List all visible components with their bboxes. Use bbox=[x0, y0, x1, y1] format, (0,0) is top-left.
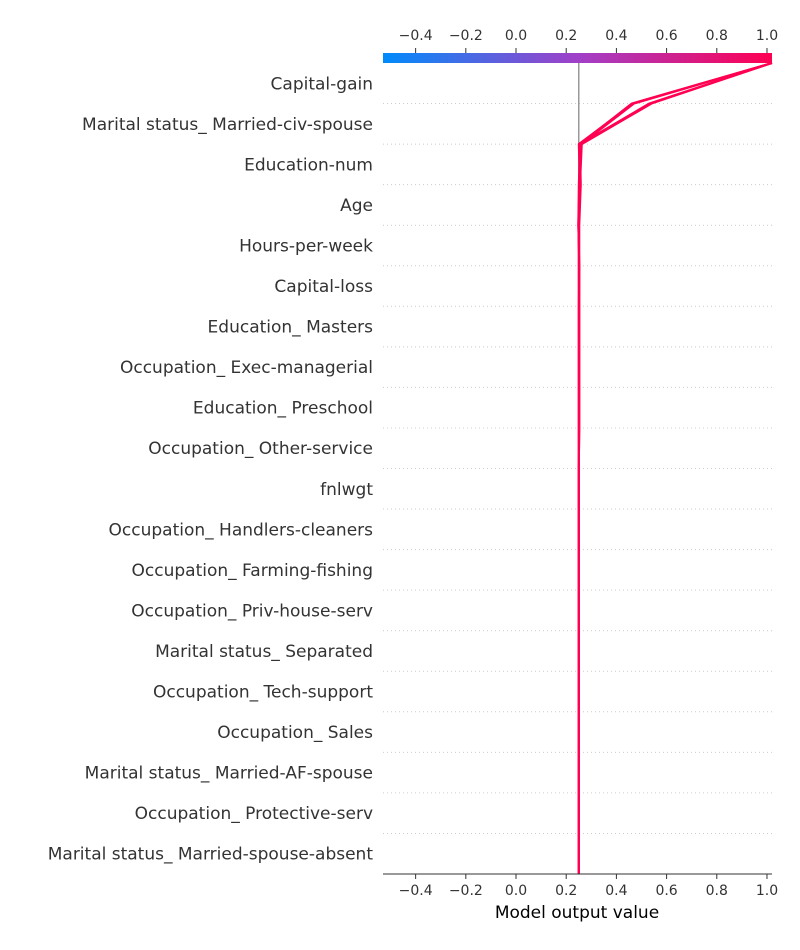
bottom-tick-label: 0.4 bbox=[605, 883, 627, 899]
x-axis-label: Model output value bbox=[495, 903, 659, 923]
colorbar bbox=[383, 53, 772, 63]
top-tick-label: 0.6 bbox=[655, 28, 677, 44]
top-tick-label: 0.0 bbox=[505, 28, 527, 44]
feature-label: Occupation_ Exec-managerial bbox=[120, 358, 373, 378]
feature-label: Capital-gain bbox=[271, 74, 373, 94]
top-tick-label: −0.4 bbox=[399, 28, 433, 44]
decision-lines bbox=[577, 62, 773, 874]
decision-line bbox=[577, 62, 773, 874]
bottom-tick-label: −0.2 bbox=[449, 883, 483, 899]
feature-label: Age bbox=[340, 196, 373, 216]
feature-label: Education-num bbox=[244, 155, 373, 175]
top-tick-label: 0.2 bbox=[555, 28, 577, 44]
feature-label: Occupation_ Other-service bbox=[148, 439, 373, 459]
feature-label: Hours-per-week bbox=[239, 236, 373, 256]
feature-label: Occupation_ Sales bbox=[217, 723, 373, 743]
feature-labels: Marital status_ Married-spouse-absent Occ… bbox=[48, 74, 374, 864]
bottom-tick-label: 0.6 bbox=[655, 883, 677, 899]
feature-label: Marital status_ Married-civ-spouse bbox=[82, 115, 373, 135]
top-tick-label: −0.2 bbox=[449, 28, 483, 44]
top-tick-label: 1.0 bbox=[756, 28, 778, 44]
top-tick-label: 0.8 bbox=[706, 28, 728, 44]
feature-label: Education_ Masters bbox=[208, 318, 374, 338]
feature-label: Capital-loss bbox=[274, 277, 373, 297]
bottom-tick-label: 1.0 bbox=[756, 883, 778, 899]
feature-label: Marital status_ Married-spouse-absent bbox=[48, 845, 374, 865]
feature-label: fnlwgt bbox=[320, 480, 373, 500]
feature-label: Marital status_ Separated bbox=[155, 642, 373, 662]
feature-label: Occupation_ Priv-house-serv bbox=[131, 601, 373, 621]
bottom-axis-ticks: −0.4 −0.2 0.0 0.2 0.4 0.6 0.8 1.0 bbox=[399, 874, 778, 899]
feature-label: Occupation_ Tech-support bbox=[153, 683, 373, 703]
feature-label: Marital status_ Married-AF-spouse bbox=[85, 764, 373, 784]
bottom-tick-label: −0.4 bbox=[399, 883, 433, 899]
bottom-tick-label: 0.0 bbox=[505, 883, 527, 899]
feature-label: Occupation_ Farming-fishing bbox=[132, 561, 373, 581]
feature-label: Occupation_ Protective-serv bbox=[135, 804, 373, 824]
bottom-tick-label: 0.2 bbox=[555, 883, 577, 899]
bottom-tick-label: 0.8 bbox=[706, 883, 728, 899]
top-axis-ticks: −0.4 −0.2 0.0 0.2 0.4 0.6 0.8 1.0 bbox=[399, 28, 778, 53]
feature-label: Occupation_ Handlers-cleaners bbox=[109, 520, 374, 540]
grid-lines bbox=[383, 103, 772, 834]
feature-label: Education_ Preschool bbox=[193, 399, 373, 419]
top-tick-label: 0.4 bbox=[605, 28, 627, 44]
